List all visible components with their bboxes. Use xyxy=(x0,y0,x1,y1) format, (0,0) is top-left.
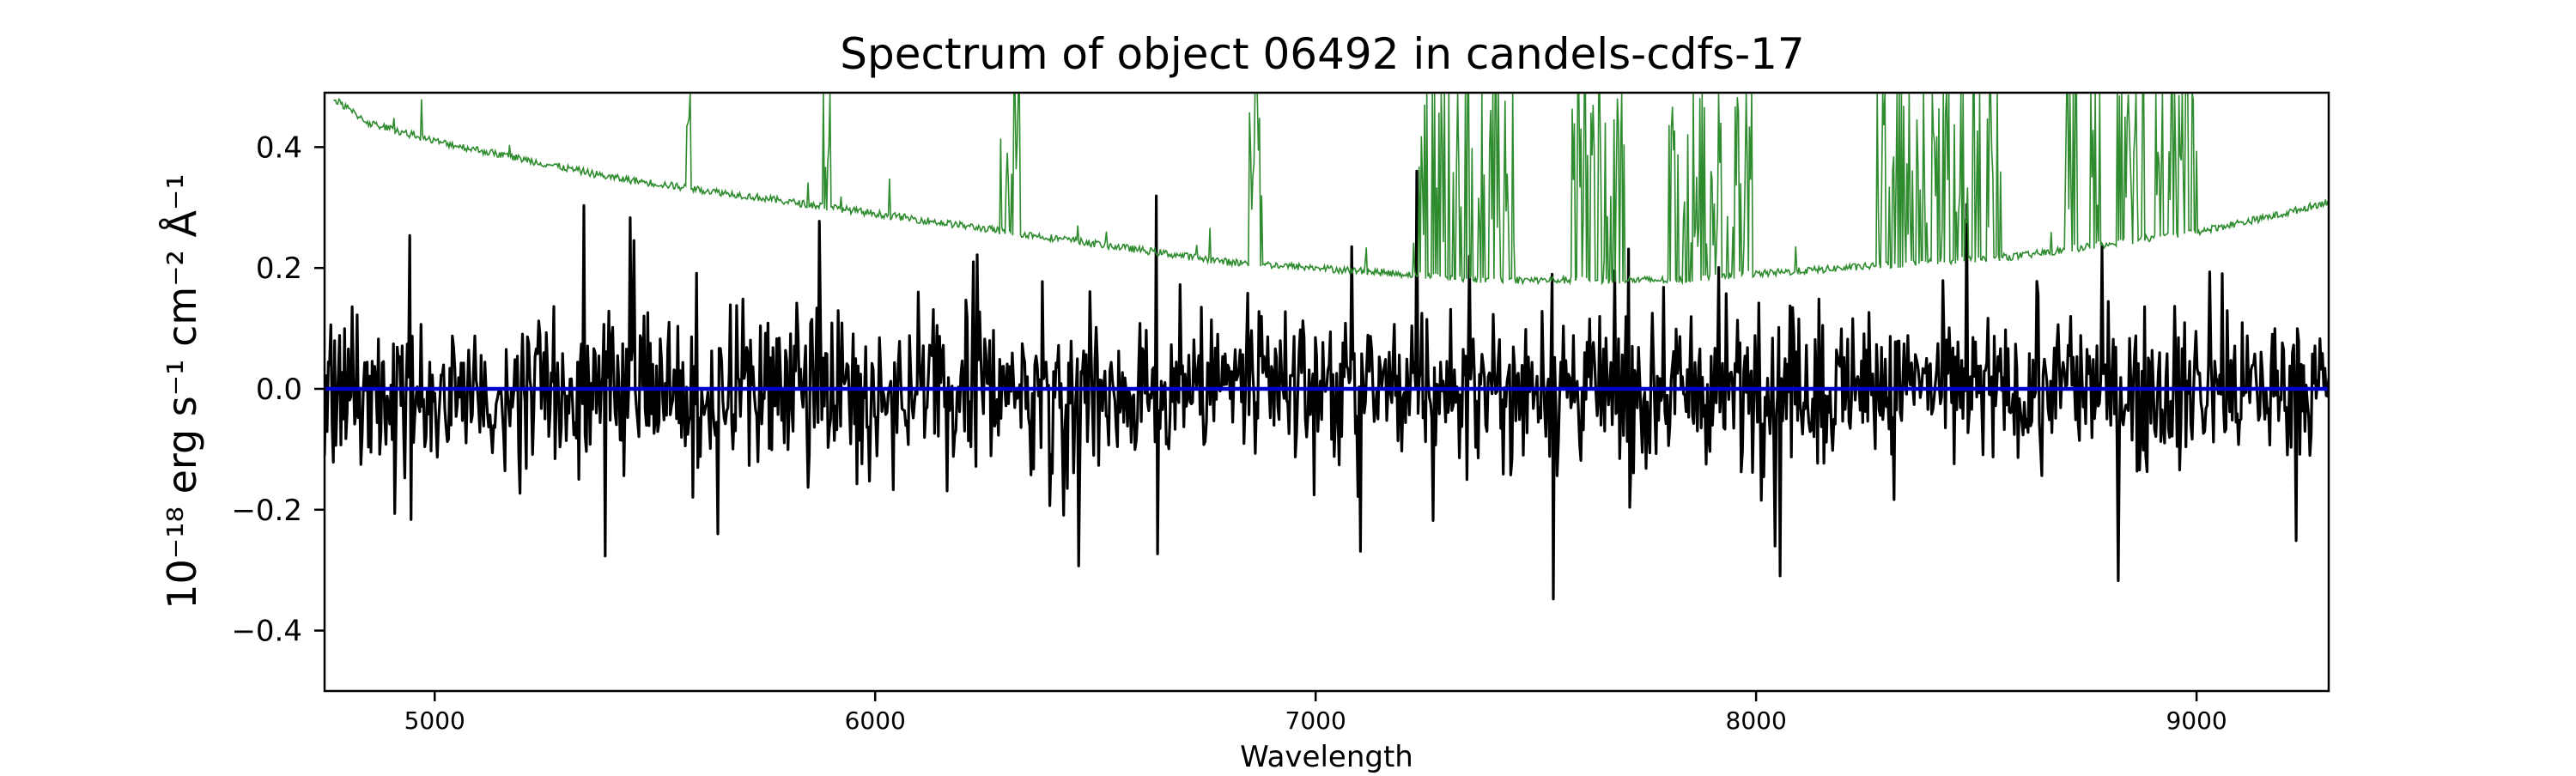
y-tick-label: −0.2 xyxy=(231,494,302,528)
noise-spectrum-line xyxy=(333,93,2329,286)
plot-series xyxy=(325,93,2329,601)
x-tick-label: 6000 xyxy=(845,706,906,735)
x-tick-label: 8000 xyxy=(1726,706,1787,735)
y-tick-label: −0.4 xyxy=(231,615,302,649)
x-axis-label: Wavelength xyxy=(1240,740,1413,773)
y-tick-label: 0.2 xyxy=(256,252,302,286)
y-tick-label: 0.4 xyxy=(256,130,302,165)
x-tick-label: 9000 xyxy=(2166,706,2227,735)
flux-spectrum-line xyxy=(325,169,2329,601)
x-tick-label: 7000 xyxy=(1285,706,1346,735)
y-axis: −0.4 −0.2 0.0 0.2 0.4 xyxy=(231,130,325,649)
y-tick-label: 0.0 xyxy=(256,373,302,407)
x-tick-label: 5000 xyxy=(404,706,465,735)
y-axis-label: 10⁻¹⁸ erg s⁻¹ cm⁻² Å⁻¹ xyxy=(159,173,205,609)
x-axis: 5000 6000 7000 8000 9000 xyxy=(404,691,2227,735)
plot-frame xyxy=(323,91,2330,693)
chart-title: Spectrum of object 06492 in candels-cdfs… xyxy=(840,29,1805,79)
